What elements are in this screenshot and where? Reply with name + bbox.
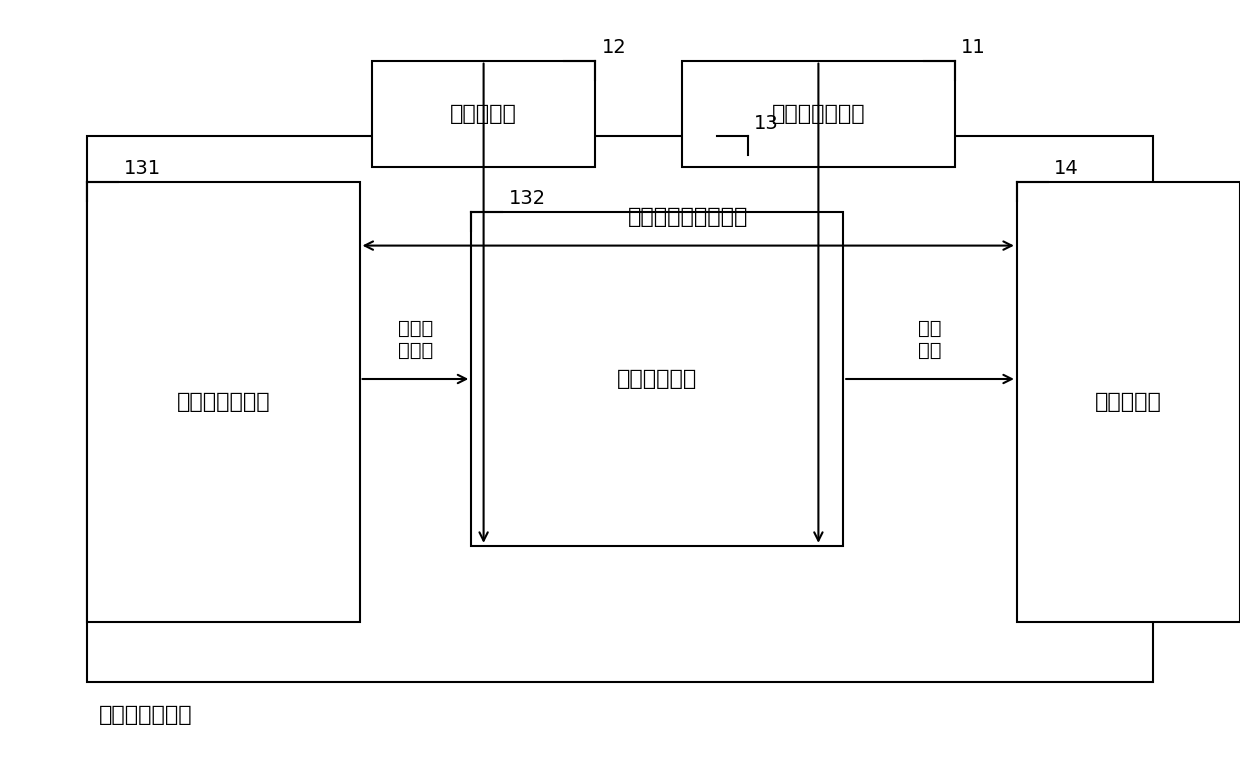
FancyBboxPatch shape: [471, 212, 843, 546]
Text: 真随机数发生器: 真随机数发生器: [771, 104, 866, 124]
Text: 读写片外存储器数据: 读写片外存储器数据: [627, 207, 749, 227]
Text: 密钥存储器: 密钥存储器: [450, 104, 517, 124]
Text: 未经加
扰地址: 未经加 扰地址: [398, 319, 433, 360]
FancyBboxPatch shape: [87, 136, 1153, 682]
Text: 131: 131: [124, 159, 161, 178]
FancyBboxPatch shape: [87, 182, 360, 622]
FancyBboxPatch shape: [1017, 182, 1240, 622]
FancyBboxPatch shape: [682, 61, 955, 167]
Text: 片外存储器: 片外存储器: [1095, 392, 1162, 412]
Text: 132: 132: [508, 190, 546, 208]
Text: 11: 11: [961, 38, 986, 57]
Text: 片内安全控制器: 片内安全控制器: [99, 705, 193, 725]
Text: 14: 14: [1054, 159, 1079, 178]
FancyBboxPatch shape: [372, 61, 595, 167]
Text: 12: 12: [601, 38, 626, 57]
Text: 地址加扰模块: 地址加扰模块: [618, 369, 697, 389]
Text: 13: 13: [754, 114, 779, 133]
Text: 存储器接口模块: 存储器接口模块: [176, 392, 270, 412]
Text: 加扰
地址: 加扰 地址: [919, 319, 941, 360]
